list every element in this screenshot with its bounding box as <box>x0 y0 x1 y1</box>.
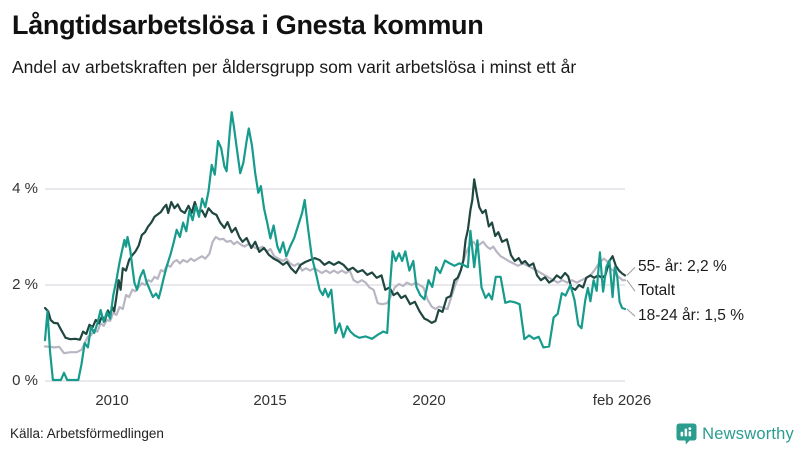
source-note: Källa: Arbetsförmedlingen <box>10 426 164 441</box>
newsworthy-bubble-chart-icon <box>676 423 697 445</box>
legend-label-55: 55- år: 2,2 % <box>638 258 727 275</box>
chart-subtitle: Andel av arbetskraften per åldersgrupp s… <box>12 57 577 77</box>
legend-label-total: Totalt <box>638 282 676 299</box>
legend-label-18-24: 18-24 år: 1,5 % <box>638 307 744 324</box>
y-axis-tick-2: 2 % <box>12 276 38 293</box>
y-axis-tick-0: 0 % <box>12 372 38 389</box>
y-axis-tick-4: 4 % <box>12 180 38 197</box>
x-axis-tick-feb-2026: feb 2026 <box>592 392 652 409</box>
newsworthy-logo[interactable]: Newsworthy <box>676 423 794 445</box>
x-axis-tick-2015: 2015 <box>253 392 287 409</box>
page-title: Långtidsarbetslösa i Gnesta kommun <box>12 10 484 40</box>
x-axis-tick-2010: 2010 <box>95 392 129 409</box>
x-axis-tick-2020: 2020 <box>412 392 446 409</box>
newsworthy-wordmark: Newsworthy <box>702 424 794 443</box>
